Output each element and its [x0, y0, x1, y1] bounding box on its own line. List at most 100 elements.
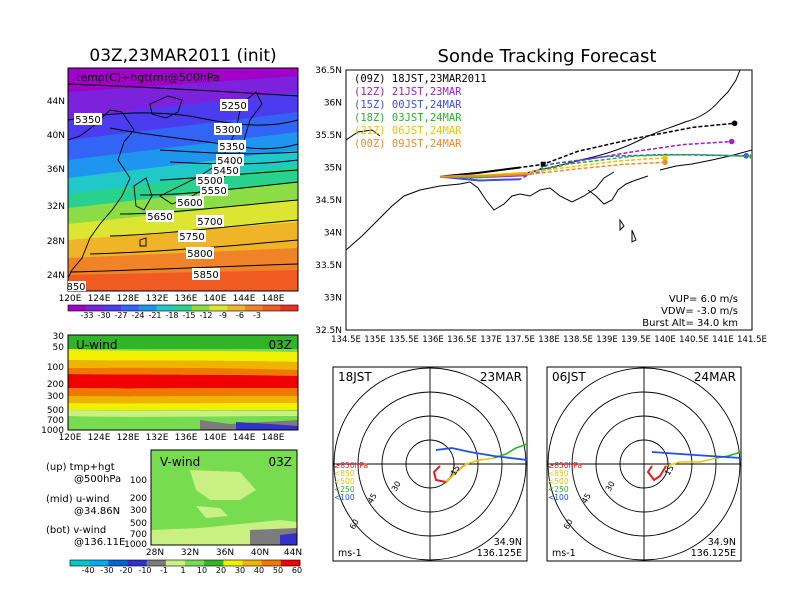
track-endpoint: [662, 154, 668, 161]
svg-text:≥850hPa: ≥850hPa: [334, 461, 368, 470]
svg-text:-40: -40: [81, 566, 94, 575]
x-tick-label: 135.5E: [389, 335, 419, 345]
track-endpoint: [662, 159, 668, 166]
svg-text:(18Z) 03JST,24MAR: (18Z) 03JST,24MAR: [354, 112, 462, 124]
svg-text:<100: <100: [334, 493, 355, 502]
temperature-colorbar-ticks: -33 -30 -27 -24 -21 -18 -15 -12 -9 -6 -3: [80, 311, 261, 320]
tracking-x-ticks: 134.5E 135E 135.5E 136E 136.5E 137E 137.5E 138E…: [331, 335, 767, 345]
svg-text:<500: <500: [548, 477, 569, 486]
temperature-colorbar-swatch: [191, 305, 210, 311]
track-line-ascent: [439, 173, 532, 178]
chart-title: Sonde Tracking Forecast: [438, 46, 657, 67]
svg-text:50: 50: [273, 566, 283, 575]
wind-colorbar-swatch: [242, 560, 262, 566]
svg-text:45: 45: [580, 492, 593, 505]
map-lat-ticks: 44N 40N 36N 32N 28N 24N: [47, 97, 65, 281]
svg-text:100: 100: [47, 363, 64, 373]
hodograph-2: 15 30 45 60 06JST 24MAR ≥850hPa <850 <50…: [546, 366, 742, 562]
wind-colorbar-swatch: [108, 560, 128, 566]
svg-text:136.125E: 136.125E: [477, 548, 522, 559]
temperature-field: [68, 68, 298, 291]
svg-text:5350: 5350: [219, 142, 244, 153]
track-endpoint: [728, 138, 735, 145]
temperature-colorbar-swatch: [262, 305, 281, 311]
temperature-colorbar-swatch: [103, 305, 122, 311]
map-header-label: temp(C)+hgt(m)@500hPa: [76, 71, 220, 84]
svg-text:100: 100: [130, 476, 147, 486]
svg-text:(21Z) 06JST,24MAR: (21Z) 06JST,24MAR: [354, 125, 462, 137]
svg-text:15: 15: [449, 464, 462, 477]
svg-text:-27: -27: [114, 311, 127, 320]
svg-text:-9: -9: [219, 311, 227, 320]
temperature-colorbar-swatch: [209, 305, 228, 311]
svg-text:1: 1: [180, 566, 185, 575]
svg-text:(12Z) 21JST,23MAR: (12Z) 21JST,23MAR: [354, 86, 462, 98]
svg-text:40N: 40N: [251, 548, 269, 558]
svg-text:ms-1: ms-1: [552, 548, 576, 559]
wind-colorbar-ticks: -40 -30 -20 -10 -1 1 10 20 30 40 50 60: [81, 566, 302, 575]
svg-text:30: 30: [604, 480, 617, 493]
svg-text:-21: -21: [148, 311, 161, 320]
svg-text:136.125E: 136.125E: [691, 548, 736, 559]
svg-text:@500hPa: @500hPa: [74, 474, 121, 485]
svg-text:24N: 24N: [47, 271, 65, 281]
svg-text:300: 300: [130, 506, 147, 516]
v-wind-time: 03Z: [269, 455, 293, 469]
map-frame: [67, 67, 299, 292]
x-tick-label: 139E: [596, 335, 618, 345]
svg-text:<250: <250: [334, 485, 355, 494]
svg-text:5600: 5600: [177, 198, 202, 209]
svg-text:<100: <100: [548, 493, 569, 502]
track-endpoint: [749, 153, 752, 160]
svg-text:Burst Alt= 34.0 km: Burst Alt= 34.0 km: [642, 318, 738, 329]
u-wind-pressure-ticks: 30 50 100 200 300 500 700 1000: [41, 332, 64, 436]
height-labels: 5250 5300 5350 5350 5400 5450 5500 5550 …: [66, 99, 248, 293]
svg-text:-30: -30: [100, 566, 113, 575]
svg-text:148E: 148E: [262, 433, 285, 443]
x-tick-label: 136E: [422, 335, 444, 345]
wind-colorbar-swatch: [223, 560, 243, 566]
v-wind-label: V-wind: [160, 455, 200, 469]
x-tick-label: 140.5E: [679, 335, 709, 345]
map-lon-ticks: 120E 124E 128E 132E 136E 140E 144E 148E: [59, 294, 285, 304]
temperature-colorbar: [67, 304, 299, 312]
svg-text:28N: 28N: [47, 237, 65, 247]
svg-text:VUP= 6.0 m/s: VUP= 6.0 m/s: [669, 294, 738, 305]
svg-text:60: 60: [348, 518, 361, 531]
svg-text:200: 200: [47, 380, 64, 390]
svg-text:500: 500: [47, 406, 64, 416]
tracking-params: VUP= 6.0 m/s VDW= -3.0 m/s Burst Alt= 34…: [642, 294, 738, 329]
hodograph-1-time: 18JST: [338, 370, 372, 384]
hodograph-2-legend: ≥850hPa <850 <500 <250 <100: [548, 461, 582, 502]
svg-text:-3: -3: [253, 311, 261, 320]
v-wind-field: [151, 450, 297, 545]
svg-text:-12: -12: [199, 311, 212, 320]
y-tick-label: 35.5N: [315, 131, 342, 141]
svg-text:<500: <500: [334, 477, 355, 486]
x-tick-label: 140E: [654, 335, 676, 345]
svg-text:34.9N: 34.9N: [708, 537, 736, 548]
tracking-legend: (09Z) 18JST,23MAR2011 (12Z) 21JST,23MAR …: [354, 73, 487, 150]
svg-text:300: 300: [47, 392, 64, 402]
x-tick-label: 137E: [480, 335, 502, 345]
svg-text:temp(C)+hgt(m)@500hPa: temp(C)+hgt(m)@500hPa: [76, 71, 220, 84]
svg-text:850: 850: [66, 282, 85, 293]
temperature-colorbar-swatch: [85, 305, 104, 311]
svg-text:5500: 5500: [197, 176, 222, 187]
svg-text:700: 700: [130, 530, 147, 540]
u-wind-panel: U-wind 03Z 30 50 100 200 300 500 700 100…: [41, 332, 299, 443]
wind-colorbar-swatch: [261, 560, 282, 566]
svg-text:136E: 136E: [175, 433, 198, 443]
svg-text:-6: -6: [236, 311, 244, 320]
svg-text:(up) tmp+hgt: (up) tmp+hgt: [46, 462, 115, 473]
svg-text:32N: 32N: [181, 548, 199, 558]
tracking-panel: Sonde Tracking Forecast (09Z) 18JST,23MA…: [315, 46, 767, 345]
svg-text:36N: 36N: [47, 165, 65, 175]
svg-text:VDW= -3.0 m/s: VDW= -3.0 m/s: [661, 306, 738, 317]
svg-text:-15: -15: [182, 311, 195, 320]
y-tick-label: 33.5N: [315, 261, 342, 271]
svg-text:(bot) v-wind: (bot) v-wind: [46, 525, 106, 536]
svg-text:5450: 5450: [213, 166, 238, 177]
svg-text:60: 60: [562, 518, 575, 531]
svg-text:30: 30: [235, 566, 245, 575]
